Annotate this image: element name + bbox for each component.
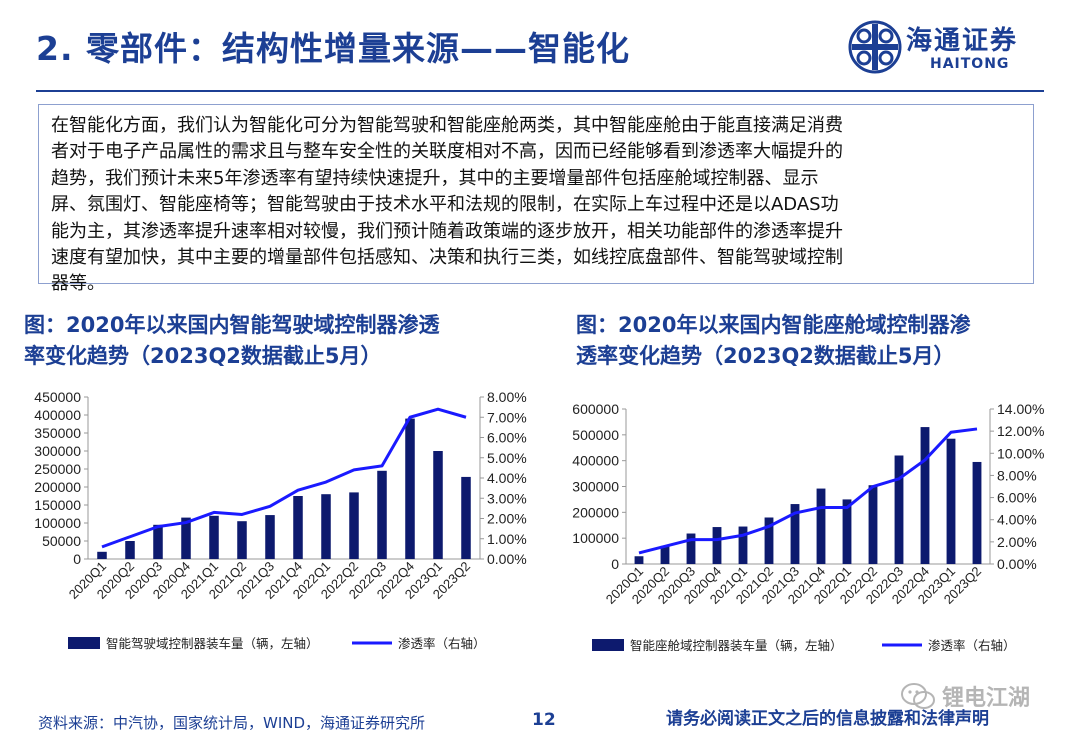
bar: [712, 527, 722, 564]
legend-bar-swatch: [592, 639, 624, 651]
left-tick-label: 0: [73, 551, 81, 567]
intro-line: 速度有望加快，其中主要的增量部件包括感知、决策和执行三类，如线控底盘部件、智能驾…: [51, 247, 843, 269]
left-tick-label: 0: [611, 556, 619, 572]
bar: [816, 488, 826, 564]
chart-title-line: 率变化趋势（2023Q2数据截止5月）: [24, 344, 382, 368]
bar: [868, 485, 878, 564]
intro-line: 屏、氛围灯、智能座椅等；智能驾驶由于技术水平和法规的限制，在实际上车过程中还是以…: [51, 194, 839, 216]
header-divider: [36, 90, 1044, 92]
left-tick-label: 400000: [34, 407, 81, 423]
left-tick-label: 300000: [572, 479, 619, 495]
right-tick-label: 12.00%: [997, 423, 1044, 439]
bar: [920, 427, 930, 564]
left-tick-label: 150000: [34, 497, 81, 513]
right-tick-label: 6.00%: [487, 430, 527, 446]
left-tick-label: 100000: [34, 515, 81, 531]
chart-autonomous-driving: 0 50000 100000 150000 200000 250000 300000 3500…: [34, 389, 527, 651]
bar: [660, 545, 670, 564]
bar: [237, 521, 247, 559]
bar: [842, 499, 852, 564]
logo-chinese-text: 海通证券: [906, 26, 1019, 56]
bar: [265, 515, 275, 559]
legend-bar-label: 智能座舱域控制器装车量（辆，左轴）: [630, 638, 843, 653]
penetration-line: [101, 407, 467, 549]
right-tick-label: 0.00%: [487, 551, 527, 567]
intro-textbox: 在智能化方面，我们认为智能化可分为智能驾驶和智能座舱两类，其中智能座舱由于能直接…: [38, 104, 1034, 294]
bar: [972, 461, 982, 564]
left-tick-label: 50000: [42, 533, 81, 549]
bar: [433, 451, 443, 559]
right-tick-label: 5.00%: [487, 450, 527, 466]
penetration-line: [638, 427, 978, 555]
chart-title-autonomous-driving: 图：2020年以来国内智能驾驶域控制器渗透 率变化趋势（2023Q2数据截止5月…: [24, 310, 524, 372]
left-tick-label: 500000: [572, 427, 619, 443]
haitong-logo-icon: [848, 20, 902, 74]
bar: [349, 492, 359, 559]
chart-title-line: 图：2020年以来国内智能座舱域控制器渗: [576, 313, 971, 337]
bar: [764, 517, 774, 564]
bar: [790, 504, 800, 564]
logo-english-text: HAITONG: [930, 56, 1010, 72]
bar: [153, 524, 163, 559]
left-tick-label: 200000: [572, 504, 619, 520]
right-tick-label: 14.00%: [997, 401, 1044, 417]
right-tick-label: 2.00%: [487, 511, 527, 527]
bar: [97, 551, 107, 559]
chart-smart-cockpit: 0 100000 200000 300000 400000 500000 600000 0.0…: [572, 401, 1044, 653]
left-tick-label: 600000: [572, 401, 619, 417]
right-tick-label: 8.00%: [997, 467, 1037, 483]
bar: [946, 438, 956, 564]
legend-line-label: 渗透率（右轴）: [398, 636, 486, 651]
intro-line: 在智能化方面，我们认为智能化可分为智能驾驶和智能座舱两类，其中智能座舱由于能直接…: [51, 115, 843, 136]
right-tick-label: 6.00%: [997, 490, 1037, 506]
legend-line-label: 渗透率（右轴）: [928, 638, 1016, 653]
right-tick-label: 0.00%: [997, 556, 1037, 572]
intro-line: 趋势，我们预计未来5年渗透率有望持续快速提升，其中的主要增量部件包括座舱域控制器…: [51, 167, 819, 189]
bar: [686, 533, 696, 564]
chart-title-line: 透率变化趋势（2023Q2数据截止5月）: [576, 344, 955, 368]
left-tick-label: 200000: [34, 479, 81, 495]
bar: [634, 556, 644, 564]
right-tick-label: 10.00%: [997, 445, 1044, 461]
right-tick-label: 4.00%: [487, 470, 527, 486]
page-title: 2. 零部件：结构性增量来源——智能化: [36, 29, 630, 68]
bar: [738, 526, 748, 564]
bar: [181, 517, 191, 559]
watermark: 锂电江湖: [900, 680, 1050, 714]
haitong-logo: 海通证券 HAITONG: [846, 18, 1046, 80]
wechat-icon: [901, 683, 935, 709]
right-tick-label: 1.00%: [487, 531, 527, 547]
right-tick-label: 7.00%: [487, 409, 527, 425]
right-tick-label: 2.00%: [997, 534, 1037, 550]
left-tick-label: 100000: [572, 530, 619, 546]
right-tick-label: 3.00%: [487, 490, 527, 506]
intro-line: 者对于电子产品属性的需求且与整车安全性的关联度相对不高，因而已经能够看到渗透率大…: [51, 141, 843, 163]
intro-line: 能为主，其渗透率提升速率相对较慢，我们预计随着政策端的逐步放开，相关功能部件的渗…: [51, 220, 843, 242]
right-tick-label: 4.00%: [997, 512, 1037, 528]
bar: [209, 515, 219, 559]
bar: [321, 494, 331, 559]
bar: [293, 496, 303, 559]
left-tick-label: 250000: [34, 461, 81, 477]
bar: [461, 476, 471, 559]
legend-bar-label: 智能驾驶域控制器装车量（辆，左轴）: [106, 636, 319, 651]
intro-line: 器等。: [51, 273, 105, 295]
bar: [377, 470, 387, 559]
watermark-text: 锂电江湖: [942, 686, 1031, 711]
left-tick-label: 450000: [34, 389, 81, 405]
left-tick-label: 300000: [34, 443, 81, 459]
page-number: 12: [532, 710, 556, 730]
bar: [405, 418, 415, 559]
left-tick-label: 350000: [34, 425, 81, 441]
bar: [894, 455, 904, 564]
left-tick-label: 400000: [572, 453, 619, 469]
source-note: 资料来源：中汽协，国家统计局，WIND，海通证券研究所: [38, 714, 426, 732]
bar: [125, 541, 135, 559]
legend-bar-swatch: [68, 637, 100, 649]
right-tick-label: 8.00%: [487, 389, 527, 405]
chart-title-smart-cockpit: 图：2020年以来国内智能座舱域控制器渗 透率变化趋势（2023Q2数据截止5月…: [576, 310, 1046, 372]
chart-title-line: 图：2020年以来国内智能驾驶域控制器渗透: [24, 313, 440, 337]
disclaimer-text: 请务必阅读正文之后的信息披露和法律声明: [666, 709, 989, 729]
